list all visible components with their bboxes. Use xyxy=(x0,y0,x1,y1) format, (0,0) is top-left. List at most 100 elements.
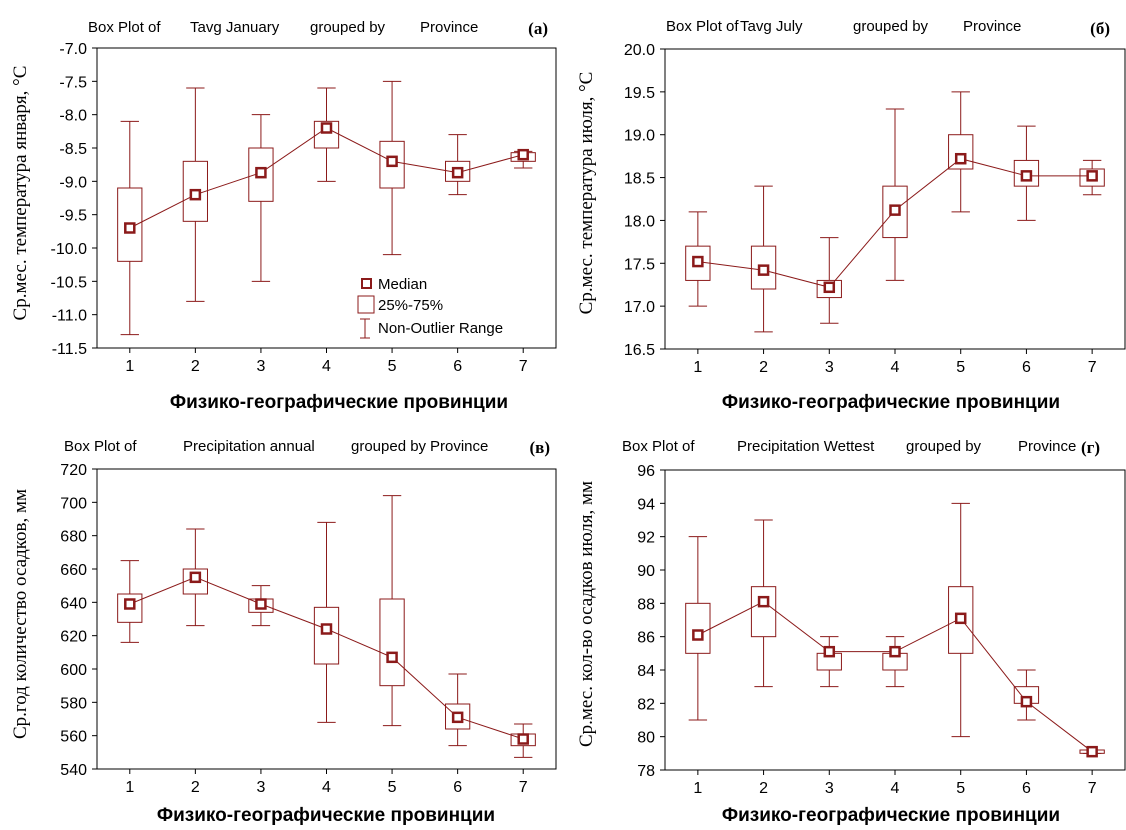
x-tick-label: 2 xyxy=(191,779,200,796)
y-tick-label: 600 xyxy=(60,662,87,679)
median-point xyxy=(757,595,770,608)
box-plot-2 xyxy=(750,519,777,688)
x-tick-label: 2 xyxy=(759,780,768,797)
y-tick-label: 78 xyxy=(637,763,655,780)
median-point xyxy=(954,612,967,625)
median-point xyxy=(1086,745,1098,758)
title-part: Precipitation Wettest xyxy=(737,438,875,455)
y-tick-label: 17.5 xyxy=(624,256,655,273)
legend-box-label: 25%-75% xyxy=(378,297,443,314)
box-plot-5 xyxy=(379,80,405,256)
title-part: Box Plot of xyxy=(88,19,161,36)
box-plot-1 xyxy=(685,536,711,721)
x-tick-label: 1 xyxy=(693,780,702,797)
y-tick-label: 19.0 xyxy=(624,128,655,145)
y-tick-label: -7.0 xyxy=(59,41,87,58)
x-tick-label: 2 xyxy=(191,358,200,375)
y-tick-label: -9.0 xyxy=(59,174,87,191)
x-axis-label: Физико-географические провинции xyxy=(170,392,508,413)
y-tick-label: 88 xyxy=(637,596,655,613)
y-axis-label: Ср.мес. температура июля, °С xyxy=(576,72,597,315)
median-point xyxy=(692,255,704,268)
x-tick-label: 3 xyxy=(256,779,265,796)
y-tick-label: 94 xyxy=(637,496,655,513)
y-tick-label: 84 xyxy=(637,663,655,680)
title-part: Province xyxy=(420,19,478,36)
y-tick-label: 82 xyxy=(637,696,655,713)
x-tick-label: 6 xyxy=(453,779,462,796)
chart-panel-2: Box Plot of Tavg July grouped by Province (б… xyxy=(576,18,1126,413)
y-tick-label: 17.0 xyxy=(624,299,655,316)
median-point xyxy=(823,645,836,658)
x-axis-label: Физико-географические провинции xyxy=(722,805,1060,826)
box-plot-5 xyxy=(948,502,974,738)
y-tick-label: -10.5 xyxy=(51,274,88,291)
y-tick-label: 96 xyxy=(637,463,655,480)
legend-median-label: Median xyxy=(378,276,427,293)
y-axis-label: Ср.мес. температура января, °С xyxy=(10,66,31,321)
title-part: grouped by xyxy=(853,18,929,35)
box-plot-3 xyxy=(248,585,274,627)
chart-panel-3: Box Plot of Precipitation annual grouped b… xyxy=(10,438,557,826)
legend-median-icon xyxy=(361,278,372,289)
box-plot-2 xyxy=(750,185,777,333)
y-tick-label: -7.5 xyxy=(59,74,87,91)
y-tick-label: 16.5 xyxy=(624,342,655,359)
median-point xyxy=(451,166,464,179)
chart-panel-4: Box Plot of Precipitation Wettest grouped … xyxy=(576,438,1126,826)
box-plot-3 xyxy=(816,636,842,688)
x-tick-label: 4 xyxy=(891,780,900,797)
y-axis-label: Ср.мес. кол-во осадков июля, мм xyxy=(576,481,597,747)
y-tick-label: 620 xyxy=(60,629,87,646)
panel-label: (б) xyxy=(1090,19,1110,38)
median-point xyxy=(451,711,464,724)
x-tick-label: 3 xyxy=(825,359,834,376)
box-plot-4 xyxy=(882,108,908,281)
median-point xyxy=(124,222,136,234)
x-tick-label: 4 xyxy=(322,358,331,375)
median-point xyxy=(386,155,398,168)
median-point xyxy=(320,122,333,134)
y-tick-label: 18.5 xyxy=(624,171,655,188)
box-plot-4 xyxy=(313,521,340,723)
y-tick-label: 720 xyxy=(60,462,87,479)
x-axis-label: Физико-географические провинции xyxy=(722,392,1060,413)
x-tick-label: 6 xyxy=(453,358,462,375)
y-tick-label: -9.5 xyxy=(59,208,87,225)
x-tick-label: 7 xyxy=(1088,359,1097,376)
title-part: Precipitation annual xyxy=(183,438,315,455)
x-tick-label: 7 xyxy=(519,779,528,796)
x-tick-label: 5 xyxy=(388,779,397,796)
title-part: Province xyxy=(430,438,488,455)
x-tick-label: 3 xyxy=(256,358,265,375)
median-point xyxy=(255,598,267,610)
y-tick-label: 560 xyxy=(60,729,87,746)
title-part: Box Plot of xyxy=(622,438,695,455)
x-tick-label: 7 xyxy=(1088,780,1097,797)
median-point xyxy=(124,598,136,610)
median-point xyxy=(189,571,202,584)
title-part: Province xyxy=(963,18,1021,35)
median-point xyxy=(954,152,967,165)
box-plot-3 xyxy=(816,237,842,324)
legend-range-label: Non-Outlier Range xyxy=(378,320,503,337)
panel-label: (а) xyxy=(528,19,548,38)
y-tick-label: 18.0 xyxy=(624,213,655,230)
y-tick-label: 660 xyxy=(60,562,87,579)
title-part: Tavg July xyxy=(740,18,803,35)
y-tick-label: 580 xyxy=(60,695,87,712)
x-axis-label: Физико-географические провинции xyxy=(157,805,495,826)
y-tick-label: 80 xyxy=(637,730,655,747)
legend-box-icon xyxy=(357,295,375,314)
median-point xyxy=(889,645,901,658)
y-tick-label: 20.0 xyxy=(624,42,655,59)
box-plot-6 xyxy=(1013,669,1040,721)
median-point xyxy=(517,733,529,745)
x-tick-label: 5 xyxy=(388,358,397,375)
median-point xyxy=(823,281,836,294)
title-part: Tavg January xyxy=(190,19,280,36)
box-plot-6 xyxy=(445,134,471,196)
x-tick-label: 3 xyxy=(825,780,834,797)
y-tick-label: 680 xyxy=(60,529,87,546)
box-iqr xyxy=(685,602,711,654)
